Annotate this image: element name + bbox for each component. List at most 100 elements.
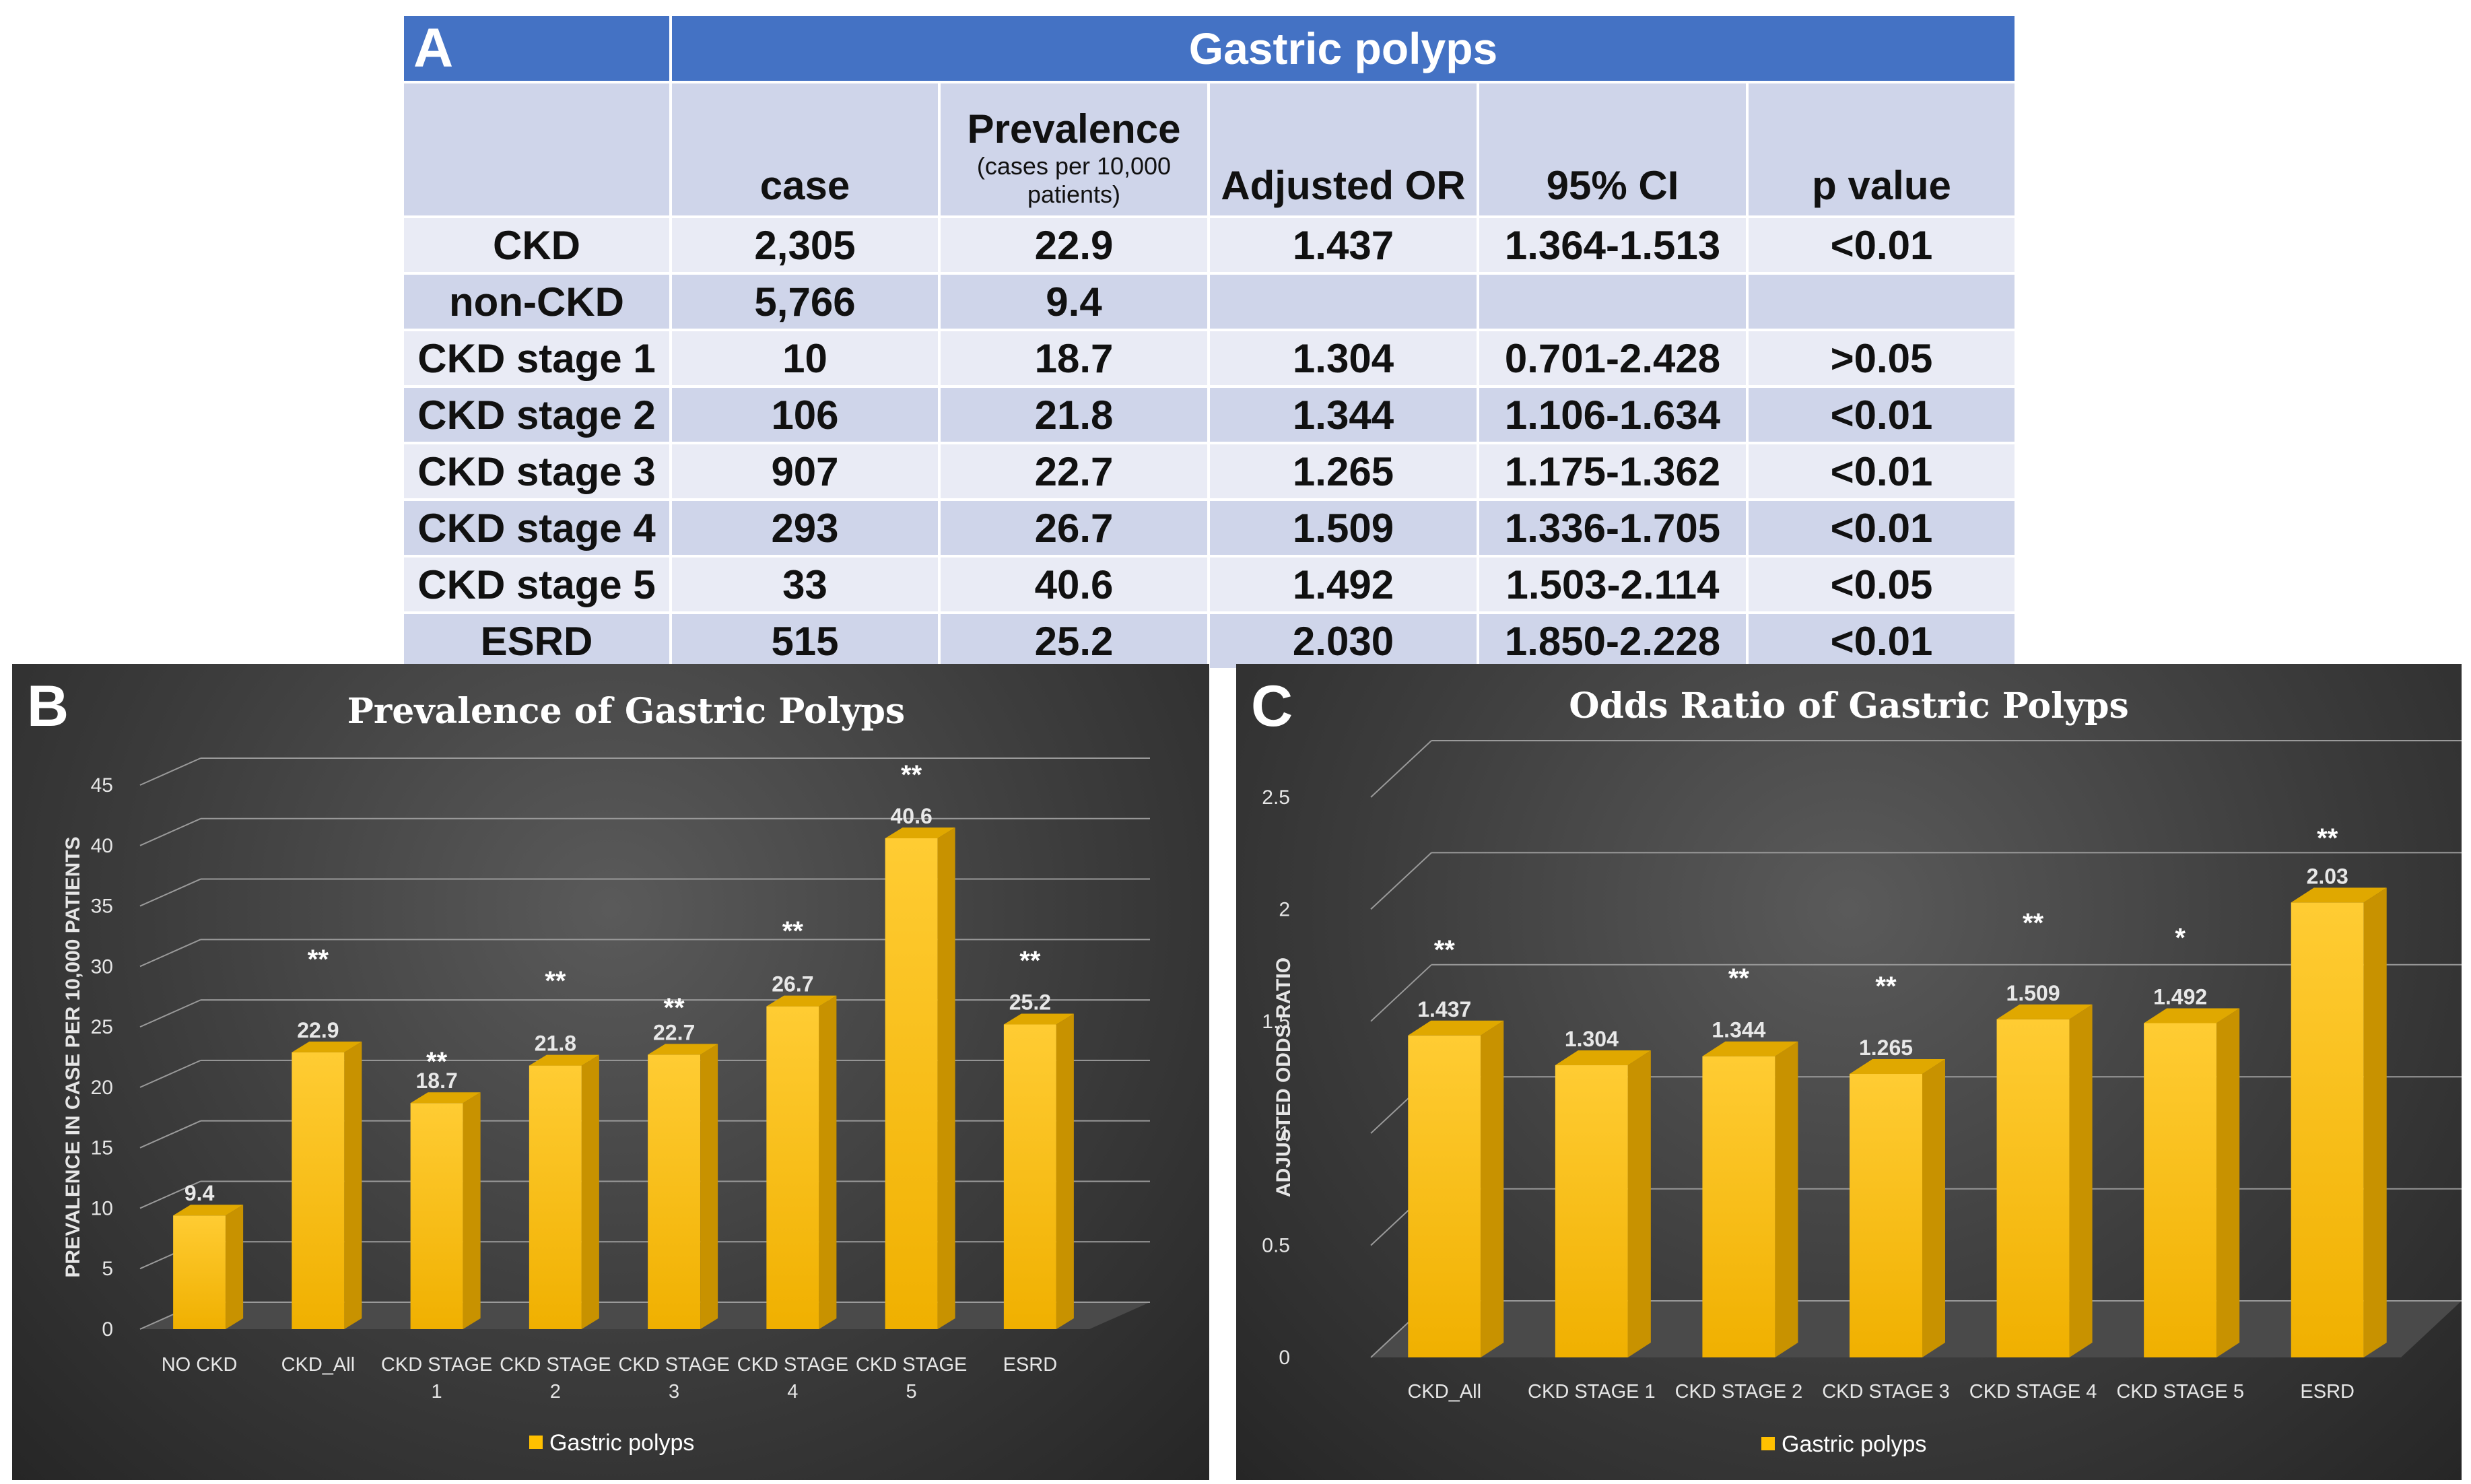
data-label: 26.7 (772, 972, 813, 997)
bar-side (1481, 1020, 1504, 1357)
gridline-diagonal (139, 999, 201, 1028)
x-tick-label: CKD STAGE (500, 1354, 611, 1376)
bar (2144, 1008, 2240, 1357)
bar-front (1850, 1074, 1922, 1357)
p-value-cell: >0.05 (1746, 329, 2017, 388)
odds-ratio-chart: Odds Ratio of Gastric Polyps 0 0.5 1 1.5 2 2.5… (1262, 685, 2462, 1457)
y-tick-label: 2.5 (1262, 786, 1290, 809)
chart-title: Odds Ratio of Gastric Polyps (1569, 685, 2129, 727)
header-p-value: p value (1746, 81, 2017, 218)
prevalence-chart-panel: Prevalence of Gastric Polyps 0 5 10 15 20 25 30… (12, 664, 1209, 1480)
row-label: non-CKD (401, 272, 672, 331)
bar-front (2144, 1023, 2217, 1357)
y-tick-label: 45 (91, 774, 113, 797)
table-row: CKD stage 5 33 40.6 1.492 1.503-2.114 <0.05 (401, 555, 2017, 614)
bar (529, 1054, 599, 1329)
bar-front (885, 838, 938, 1329)
bar (766, 995, 837, 1329)
gridline-diagonal (1370, 964, 1432, 1022)
x-tick-label: CKD STAGE (618, 1354, 729, 1376)
data-label: 1.437 (1417, 997, 1471, 1021)
y-tick-label: 10 (91, 1197, 113, 1219)
p-value-cell: <0.01 (1746, 385, 2017, 444)
x-tick-label: CKD STAGE (381, 1354, 492, 1376)
adjusted-or-cell: 1.437 (1207, 215, 1479, 275)
bar-side (581, 1054, 599, 1329)
odds-ratio-chart-panel: Odds Ratio of Gastric Polyps 0 0.5 1 1.5 2 2.5… (1236, 664, 2462, 1480)
gridline-diagonal (139, 757, 201, 786)
table-row: ESRD 515 25.2 2.030 1.850-2.228 <0.01 (401, 611, 2017, 671)
bar-side (1922, 1059, 1945, 1357)
bar-side (463, 1092, 481, 1329)
ci-cell (1477, 272, 1749, 331)
bar-top (1702, 1041, 1798, 1056)
prevalence-cell: 40.6 (938, 555, 1210, 614)
case-cell: 106 (669, 385, 941, 444)
data-label: 1.265 (1859, 1036, 1913, 1060)
bar-side (344, 1041, 362, 1329)
adjusted-or-cell: 1.509 (1207, 498, 1479, 558)
p-value-cell: <0.01 (1746, 442, 2017, 501)
prevalence-cell: 22.9 (938, 215, 1210, 275)
prevalence-cell: 21.8 (938, 385, 1210, 444)
data-label: 18.7 (415, 1069, 457, 1093)
bar-top (885, 828, 955, 839)
bar-front (648, 1054, 701, 1329)
gridline-diagonal (1370, 852, 1432, 910)
data-label: 22.9 (297, 1018, 339, 1042)
p-value-cell: <0.01 (1746, 498, 2017, 558)
bar-top (1996, 1004, 2093, 1019)
ci-cell: 1.106-1.634 (1477, 385, 1749, 444)
data-label: 1.509 (2006, 981, 2060, 1005)
case-cell: 515 (669, 611, 941, 671)
ci-cell: 1.336-1.705 (1477, 498, 1749, 558)
bar (1003, 1013, 1074, 1329)
bar-top (2291, 887, 2387, 903)
bar-top (173, 1205, 244, 1216)
header-blank (401, 81, 672, 218)
gridline-diagonal (139, 939, 201, 968)
chart-title: Prevalence of Gastric Polyps (347, 691, 905, 732)
adjusted-or-cell: 1.344 (1207, 385, 1479, 444)
x-tick-label: CKD STAGE (737, 1354, 848, 1376)
bar-side (2069, 1004, 2093, 1357)
bar-top (1408, 1020, 1504, 1036)
header-case: case (669, 81, 941, 218)
significance-marker: ** (1019, 946, 1041, 976)
y-tick-label: 5 (102, 1258, 113, 1280)
adjusted-or-cell: 2.030 (1207, 611, 1479, 671)
results-table: A Gastric polyps case Prevalence (cases p… (401, 13, 2017, 671)
data-label: 21.8 (535, 1032, 576, 1056)
prevalence-cell: 26.7 (938, 498, 1210, 558)
legend: Gastric polyps (529, 1430, 694, 1456)
y-tick-label: 35 (91, 896, 113, 918)
prevalence-cell: 25.2 (938, 611, 1210, 671)
gridline-diagonal (139, 1120, 201, 1149)
bar-front (529, 1065, 582, 1329)
prevalence-cell: 22.7 (938, 442, 1210, 501)
y-tick-label: 0.5 (1262, 1235, 1290, 1257)
bar-front (1996, 1019, 2070, 1357)
header-prevalence: Prevalence (cases per 10,000 patients) (938, 81, 1210, 218)
prevalence-cell: 9.4 (938, 272, 1210, 331)
ci-cell: 1.175-1.362 (1477, 442, 1749, 501)
x-tick-label: CKD STAGE 3 (1822, 1381, 1950, 1403)
bar-top (292, 1041, 362, 1052)
prevalence-cell: 18.7 (938, 329, 1210, 388)
ci-cell: 0.701-2.428 (1477, 329, 1749, 388)
significance-marker: ** (2023, 908, 2044, 938)
adjusted-or-cell: 1.265 (1207, 442, 1479, 501)
ci-cell: 1.850-2.228 (1477, 611, 1749, 671)
row-label: CKD (401, 215, 672, 275)
bar-front (1702, 1056, 1775, 1357)
y-tick-label: 25 (91, 1016, 113, 1038)
panel-b-letter: B (27, 674, 69, 739)
y-tick-label: 30 (91, 955, 113, 978)
bar (885, 828, 955, 1329)
bar-top (1003, 1013, 1074, 1025)
y-tick-label: 0 (102, 1318, 113, 1341)
significance-marker: ** (308, 945, 329, 974)
data-label: 22.7 (653, 1020, 695, 1044)
significance-marker: ** (901, 760, 922, 790)
bar-top (410, 1092, 481, 1104)
